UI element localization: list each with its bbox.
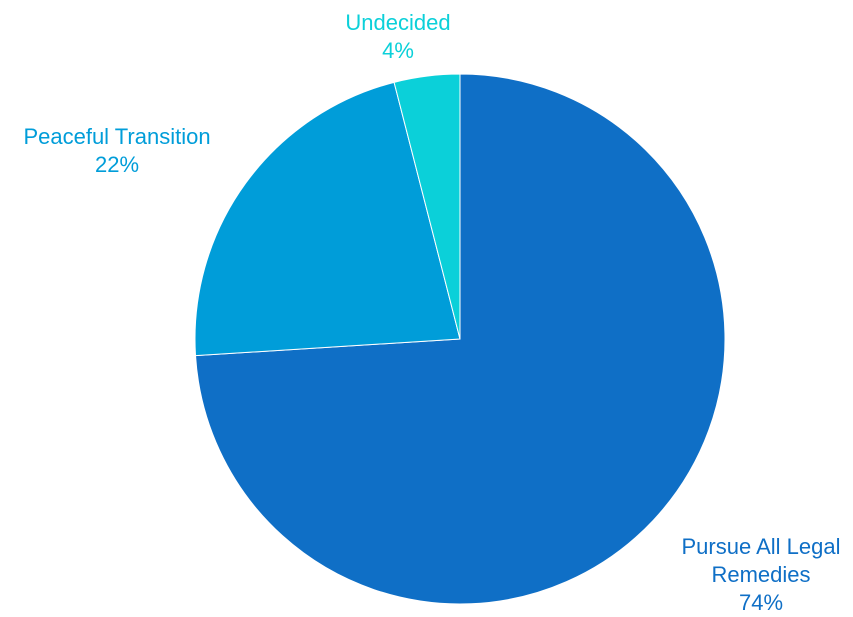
slice-value: 74%: [738, 590, 784, 615]
slice-label-undecided: Undecided 4%: [345, 9, 450, 65]
slice-label-peaceful-transition: Peaceful Transition 22%: [23, 123, 210, 179]
pie-slices: [194, 73, 726, 605]
slice-name: Peaceful Transition: [23, 124, 211, 149]
slice-name: Pursue All Legal Remedies: [681, 534, 841, 587]
pie-slice-peaceful-transition: [194, 81, 461, 357]
slice-value: 4%: [382, 38, 414, 63]
slice-name: Undecided: [345, 10, 451, 35]
slice-label-pursue-legal-remedies: Pursue All Legal Remedies 74%: [661, 533, 853, 617]
slice-value: 22%: [94, 152, 140, 177]
pie-slice-undecided: [393, 73, 461, 340]
